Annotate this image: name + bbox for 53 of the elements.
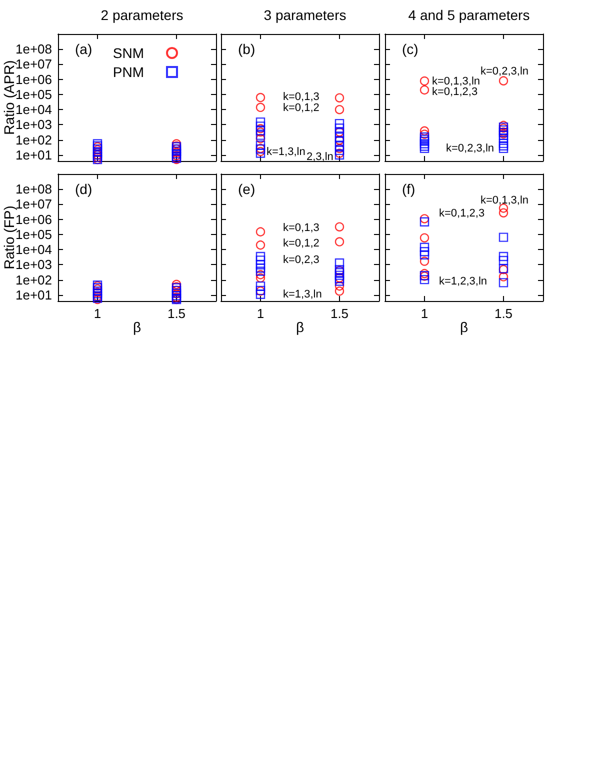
x-tick-label: 1.5 <box>167 306 186 321</box>
y-tick-label: 1e+02 <box>15 272 52 288</box>
y-tick-label: 1e+05 <box>15 226 52 242</box>
annotation: k=0,1,2 <box>283 238 320 250</box>
annotation: (d) <box>75 181 92 197</box>
y-tick-label: 1e+07 <box>15 56 52 72</box>
annotation: k=0,2,3,ln <box>446 142 494 154</box>
annotation: k=1,3,ln <box>266 146 306 158</box>
y-tick-label: 1e+06 <box>15 212 52 227</box>
legend-label: PNM <box>112 64 144 80</box>
annotation: (b) <box>238 41 256 57</box>
annotation: (a) <box>75 41 92 57</box>
annotation: k=0,1,3,ln <box>480 194 529 206</box>
y-tick-label: 1e+08 <box>15 42 52 57</box>
y-tick-label: 1e+06 <box>15 72 52 87</box>
y-tick-label: 1e+04 <box>15 102 52 118</box>
y-axis-title: Ratio (APR) <box>1 60 17 135</box>
annotation: k=0,1,2,3 <box>439 208 485 220</box>
y-tick-label: 1e+07 <box>15 196 52 212</box>
annotation: k=0,1,2 <box>283 102 320 114</box>
chart-title: 2 parameters <box>100 7 184 23</box>
x-tick-label: 1.5 <box>494 306 513 321</box>
y-tick-label: 1e+03 <box>15 117 52 132</box>
chart-title: 4 and 5 parameters <box>408 7 530 23</box>
x-tick-label: 1 <box>256 306 264 321</box>
chart-title: 3 parameters <box>264 7 346 23</box>
y-tick-label: 1e+03 <box>15 257 52 272</box>
annotation: k=0,1,2,3 <box>432 86 478 98</box>
annotation: 2,3,ln <box>306 151 334 163</box>
y-tick-label: 1e+04 <box>15 242 52 258</box>
legend-label: SNM <box>112 45 144 61</box>
x-tick-label: 1 <box>94 306 102 321</box>
annotation: k=1,2,3,ln <box>439 276 488 288</box>
x-axis-title: β <box>296 319 304 335</box>
y-tick-label: 1e+08 <box>15 182 52 197</box>
x-tick-label: 1.5 <box>330 306 349 321</box>
annotation: k=0,1,3 <box>283 222 320 234</box>
annotation: (f) <box>402 181 416 197</box>
annotation: k=1,3,ln <box>283 288 322 300</box>
y-axis-title: Ratio (FP) <box>1 206 17 270</box>
annotation: k=0,1,3,ln <box>432 76 480 88</box>
annotation: (c) <box>402 41 418 57</box>
annotation: k=0,2,3 <box>283 254 320 266</box>
x-tick-label: 1 <box>420 306 428 321</box>
annotation: (e) <box>238 181 256 197</box>
y-tick-label: 1e+05 <box>15 86 52 102</box>
y-tick-label: 1e+02 <box>15 132 52 148</box>
x-axis-title: β <box>132 319 142 335</box>
annotation: k=0,1,3 <box>283 91 320 103</box>
y-tick-label: 1e+01 <box>15 287 52 302</box>
x-axis-title: β <box>460 319 468 335</box>
annotation: k=0,2,3,ln <box>480 66 529 78</box>
y-tick-label: 1e+01 <box>15 147 52 162</box>
